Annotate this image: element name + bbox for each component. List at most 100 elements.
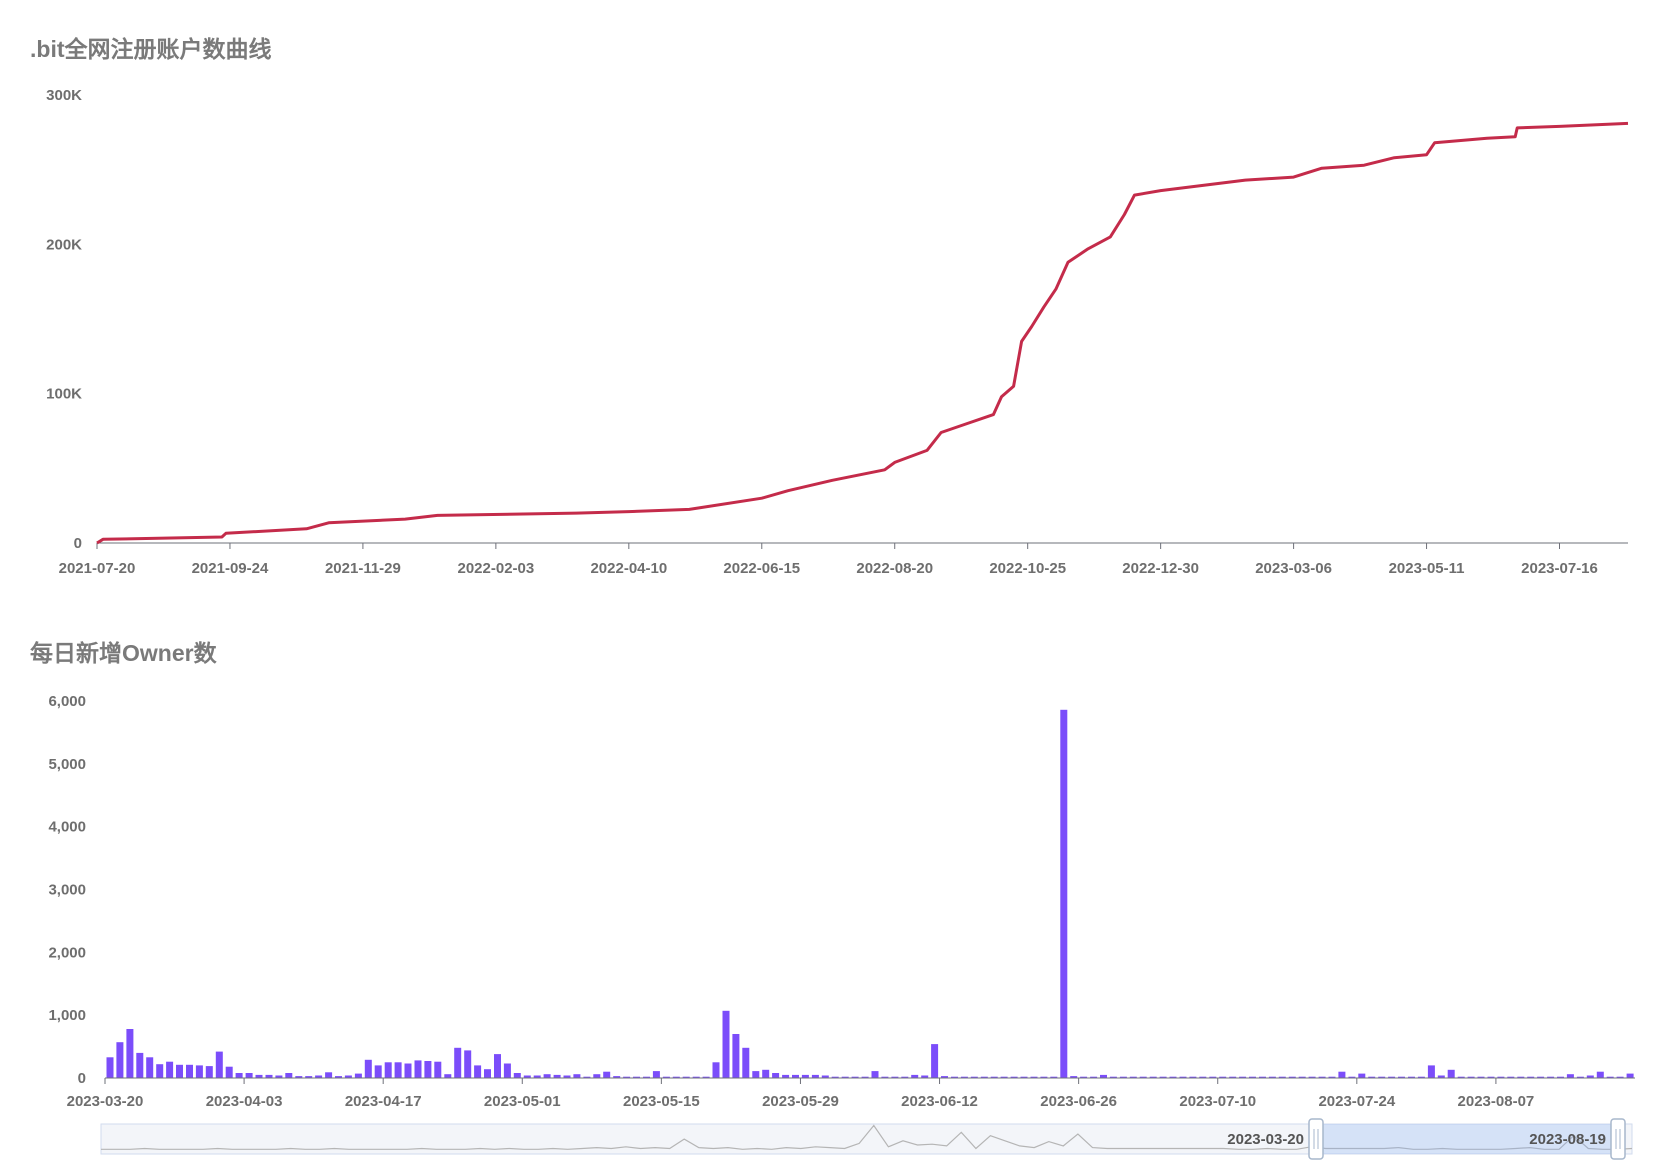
bar — [970, 1076, 978, 1078]
bar — [960, 1076, 968, 1078]
bar — [275, 1075, 283, 1078]
bar — [424, 1061, 432, 1078]
bar — [494, 1054, 501, 1078]
bar — [951, 1076, 958, 1078]
bar — [1626, 1073, 1634, 1078]
bar — [1517, 1076, 1525, 1078]
bar — [523, 1075, 531, 1078]
bar — [911, 1074, 919, 1078]
bar — [503, 1063, 511, 1078]
bar — [474, 1065, 482, 1078]
y-tick-label: 2,000 — [48, 944, 86, 961]
zoom-start-handle[interactable] — [1308, 1118, 1324, 1160]
bar — [573, 1074, 581, 1078]
bar — [782, 1074, 790, 1078]
x-tick-label: 2023-06-26 — [1040, 1093, 1117, 1110]
zoom-end-label: 2023-08-19 — [1529, 1131, 1606, 1148]
zoom-selected-range — [1316, 1124, 1618, 1154]
bar — [1576, 1076, 1584, 1078]
bar — [891, 1076, 899, 1078]
x-tick-label: 2023-07-10 — [1179, 1093, 1256, 1110]
bar — [1566, 1074, 1574, 1078]
bar — [1040, 1076, 1048, 1078]
x-tick-label: 2022-02-03 — [457, 560, 534, 577]
x-tick-label: 2021-07-20 — [59, 560, 136, 577]
bar — [623, 1076, 631, 1078]
series-line — [96, 121, 1629, 545]
bar — [921, 1075, 929, 1078]
bar — [513, 1073, 521, 1078]
x-tick-label: 2023-06-12 — [901, 1093, 978, 1110]
x-tick-label: 2022-10-25 — [989, 560, 1066, 577]
x-tick-label: 2023-05-01 — [484, 1093, 561, 1110]
bar — [633, 1076, 640, 1078]
bar — [1100, 1074, 1107, 1078]
y-tick-label: 200K — [46, 236, 82, 253]
bar — [1368, 1076, 1376, 1078]
registered-accounts-line-chart: 0 100K 200K 300K 2021-07-20 2021-09-24 2021-11… — [46, 87, 1629, 577]
bar — [861, 1076, 869, 1078]
bar — [285, 1073, 293, 1078]
bar — [543, 1074, 551, 1078]
bar — [1437, 1075, 1445, 1078]
bar — [146, 1057, 154, 1078]
bar — [593, 1074, 601, 1078]
bar — [1328, 1076, 1336, 1078]
line-chart-title: .bit全网注册账户数曲线 — [30, 36, 272, 62]
bar — [1209, 1076, 1217, 1078]
bar-chart-title: 每日新增Owner数 — [30, 640, 217, 666]
bar — [871, 1071, 879, 1078]
bar — [354, 1073, 362, 1078]
bar — [374, 1065, 382, 1078]
bar — [1189, 1076, 1197, 1078]
bar — [722, 1010, 730, 1078]
y-tick-label: 0 — [78, 1070, 86, 1087]
x-tick-label: 2023-04-17 — [345, 1093, 422, 1110]
zoom-end-handle[interactable] — [1610, 1118, 1626, 1160]
y-tick-label: 1,000 — [48, 1007, 86, 1024]
bar — [931, 1044, 939, 1078]
bar — [444, 1074, 452, 1078]
bar — [335, 1076, 342, 1078]
bar — [1497, 1076, 1505, 1078]
bar — [841, 1076, 849, 1078]
bar — [1398, 1076, 1405, 1078]
bar — [1129, 1076, 1137, 1078]
bar — [215, 1051, 223, 1078]
zoom-start-label: 2023-03-20 — [1227, 1131, 1304, 1148]
bar — [1298, 1076, 1306, 1078]
x-tick-label: 2023-05-29 — [762, 1093, 839, 1110]
bar — [811, 1074, 819, 1078]
bar — [1199, 1076, 1207, 1078]
bar — [295, 1076, 303, 1078]
x-tick-label: 2022-04-10 — [590, 560, 667, 577]
bar — [662, 1076, 670, 1078]
bar — [1239, 1076, 1247, 1078]
bar — [1000, 1076, 1008, 1078]
bar — [245, 1073, 253, 1078]
bar — [1616, 1076, 1624, 1078]
bar — [652, 1071, 660, 1078]
bar — [1219, 1076, 1227, 1078]
x-tick-label: 2022-08-20 — [856, 560, 933, 577]
bar — [1606, 1076, 1614, 1078]
x-tick-label: 2023-07-16 — [1521, 560, 1598, 577]
bar — [1467, 1076, 1475, 1078]
bar — [801, 1074, 809, 1078]
bar — [1417, 1076, 1425, 1078]
data-zoom-slider[interactable]: 2023-03-20 2023-08-19 — [100, 1118, 1633, 1160]
bar — [672, 1076, 680, 1078]
bar — [1229, 1076, 1237, 1078]
bar — [186, 1064, 193, 1078]
bar — [682, 1076, 690, 1078]
bar — [1159, 1076, 1167, 1078]
bar — [831, 1076, 839, 1078]
bar — [901, 1076, 909, 1078]
bar — [305, 1076, 313, 1078]
bar — [583, 1076, 591, 1078]
bar — [1547, 1076, 1555, 1078]
bar — [851, 1076, 859, 1078]
x-tick-label: 2022-06-15 — [723, 560, 800, 577]
bar — [394, 1062, 402, 1078]
bar — [732, 1034, 740, 1078]
